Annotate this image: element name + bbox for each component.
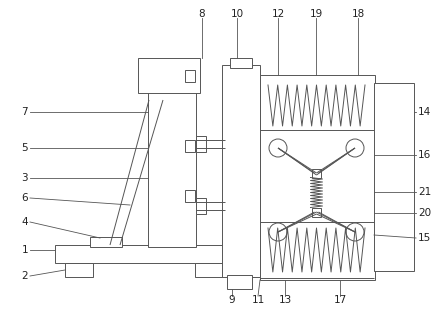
Text: 15: 15 <box>418 233 431 243</box>
Text: 19: 19 <box>309 9 323 19</box>
Text: 1: 1 <box>21 245 28 255</box>
Bar <box>65 263 93 277</box>
Bar <box>185 140 195 152</box>
Bar <box>196 136 206 152</box>
Bar <box>312 207 321 217</box>
Bar <box>185 70 195 82</box>
Text: 11: 11 <box>251 295 264 305</box>
Bar <box>227 275 252 289</box>
Text: 8: 8 <box>199 9 205 19</box>
Bar <box>185 190 195 202</box>
Bar <box>230 58 252 68</box>
Bar <box>260 75 375 280</box>
Text: 14: 14 <box>418 107 431 117</box>
Bar <box>312 168 321 178</box>
Bar <box>90 237 122 247</box>
Circle shape <box>269 223 287 241</box>
Bar <box>55 245 250 263</box>
Text: 20: 20 <box>418 208 431 218</box>
Text: 16: 16 <box>418 150 431 160</box>
Text: 2: 2 <box>21 271 28 281</box>
Text: 18: 18 <box>351 9 365 19</box>
Bar <box>222 65 260 277</box>
Bar <box>148 75 196 247</box>
Text: 9: 9 <box>229 295 235 305</box>
Text: 5: 5 <box>21 143 28 153</box>
Bar <box>196 198 206 214</box>
Text: 4: 4 <box>21 217 28 227</box>
Bar <box>195 263 223 277</box>
Text: 12: 12 <box>272 9 284 19</box>
Text: 7: 7 <box>21 107 28 117</box>
Text: 6: 6 <box>21 193 28 203</box>
Text: 17: 17 <box>334 295 346 305</box>
Text: 21: 21 <box>418 187 431 197</box>
Bar <box>374 83 414 271</box>
Circle shape <box>346 223 364 241</box>
Circle shape <box>269 139 287 157</box>
Text: 3: 3 <box>21 173 28 183</box>
Text: 13: 13 <box>278 295 291 305</box>
Text: 10: 10 <box>230 9 244 19</box>
Circle shape <box>346 139 364 157</box>
Bar <box>138 58 200 93</box>
